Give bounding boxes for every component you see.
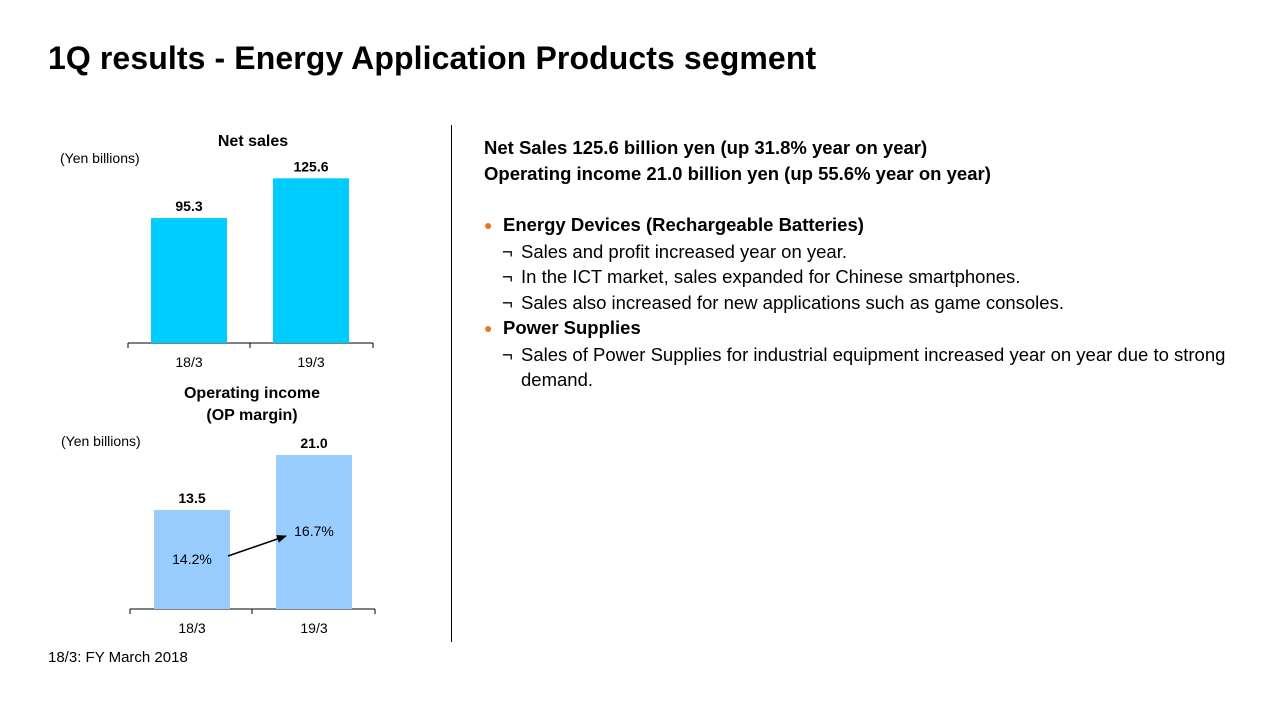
list-item: ¬ In the ICT market, sales expanded for C… (484, 264, 1244, 290)
list-item-text: Sales also increased for new application… (521, 291, 1064, 313)
op-margin-label: 14.2% (172, 551, 212, 567)
section-heading-text: Power Supplies (503, 317, 641, 338)
section-power-supplies: ● Power Supplies ¬ Sales of Power Supplies… (484, 315, 1244, 393)
op-income-data-label: 13.5 (178, 490, 205, 506)
op-income-category-label: 19/3 (300, 620, 327, 636)
net-sales-bar (151, 218, 227, 343)
sub-bullet-icon: ¬ (502, 266, 513, 287)
op-income-title-line1: Operating income (184, 385, 320, 402)
section-heading-text: Energy Devices (Rechargeable Batteries) (503, 214, 864, 235)
op-income-title-line2: (OP margin) (206, 407, 297, 424)
net-sales-data-label: 125.6 (293, 158, 328, 174)
section-heading: ● Energy Devices (Rechargeable Batteries) (484, 212, 1244, 239)
operating-income-chart: Operating income (OP margin) (Yen billio… (61, 385, 376, 636)
net-sales-category-label: 19/3 (297, 354, 324, 370)
charts-area: Net sales (Yen billions) 95.3 18/3 125.6 19… (60, 133, 376, 636)
op-income-bar (154, 510, 230, 609)
list-item-text: In the ICT market, sales expanded for Ch… (521, 266, 1021, 287)
slide-title: 1Q results - Energy Application Products… (48, 40, 817, 76)
net-sales-bar (273, 178, 349, 343)
op-income-bar (276, 455, 352, 609)
spacer (484, 186, 1244, 212)
vertical-divider (451, 125, 452, 642)
sub-bullet-icon: ¬ (502, 343, 513, 365)
commentary-panel: Net Sales 125.6 billion yen (up 31.8% ye… (484, 135, 1244, 393)
section-heading: ● Power Supplies (484, 315, 1244, 342)
op-income-unit-label: (Yen billions) (61, 433, 141, 449)
bullet-icon: ● (484, 217, 493, 233)
net-sales-category-label: 18/3 (175, 354, 202, 370)
summary-operating-income: Operating income 21.0 billion yen (up 55… (484, 162, 991, 184)
section-energy-devices: ● Energy Devices (Rechargeable Batteries)… (484, 212, 1244, 315)
op-income-category-label: 18/3 (178, 620, 205, 636)
bullet-icon: ● (484, 320, 493, 336)
margin-arrow-icon (227, 535, 287, 557)
list-item: ¬ Sales and profit increased year on year… (484, 239, 1244, 265)
summary-net-sales: Net Sales 125.6 billion yen (up 31.8% ye… (484, 137, 928, 158)
net-sales-chart: Net sales (Yen billions) 95.3 18/3 125.6 19… (60, 133, 374, 370)
op-income-data-label: 21.0 (300, 435, 327, 451)
list-item-text: Sales and profit increased year on year. (521, 240, 847, 262)
sub-bullet-icon: ¬ (502, 291, 513, 313)
op-margin-label: 16.7% (294, 523, 334, 539)
footnote: 18/3: FY March 2018 (48, 649, 188, 666)
net-sales-unit-label: (Yen billions) (60, 150, 140, 166)
net-sales-data-label: 95.3 (175, 198, 202, 214)
net-sales-title: Net sales (218, 133, 288, 150)
list-item-text: Sales of Power Supplies for industrial e… (521, 343, 1226, 391)
sub-bullet-icon: ¬ (502, 240, 513, 262)
list-item: ¬ Sales of Power Supplies for industrial … (484, 342, 1244, 393)
list-item: ¬ Sales also increased for new applicatio… (484, 290, 1244, 316)
